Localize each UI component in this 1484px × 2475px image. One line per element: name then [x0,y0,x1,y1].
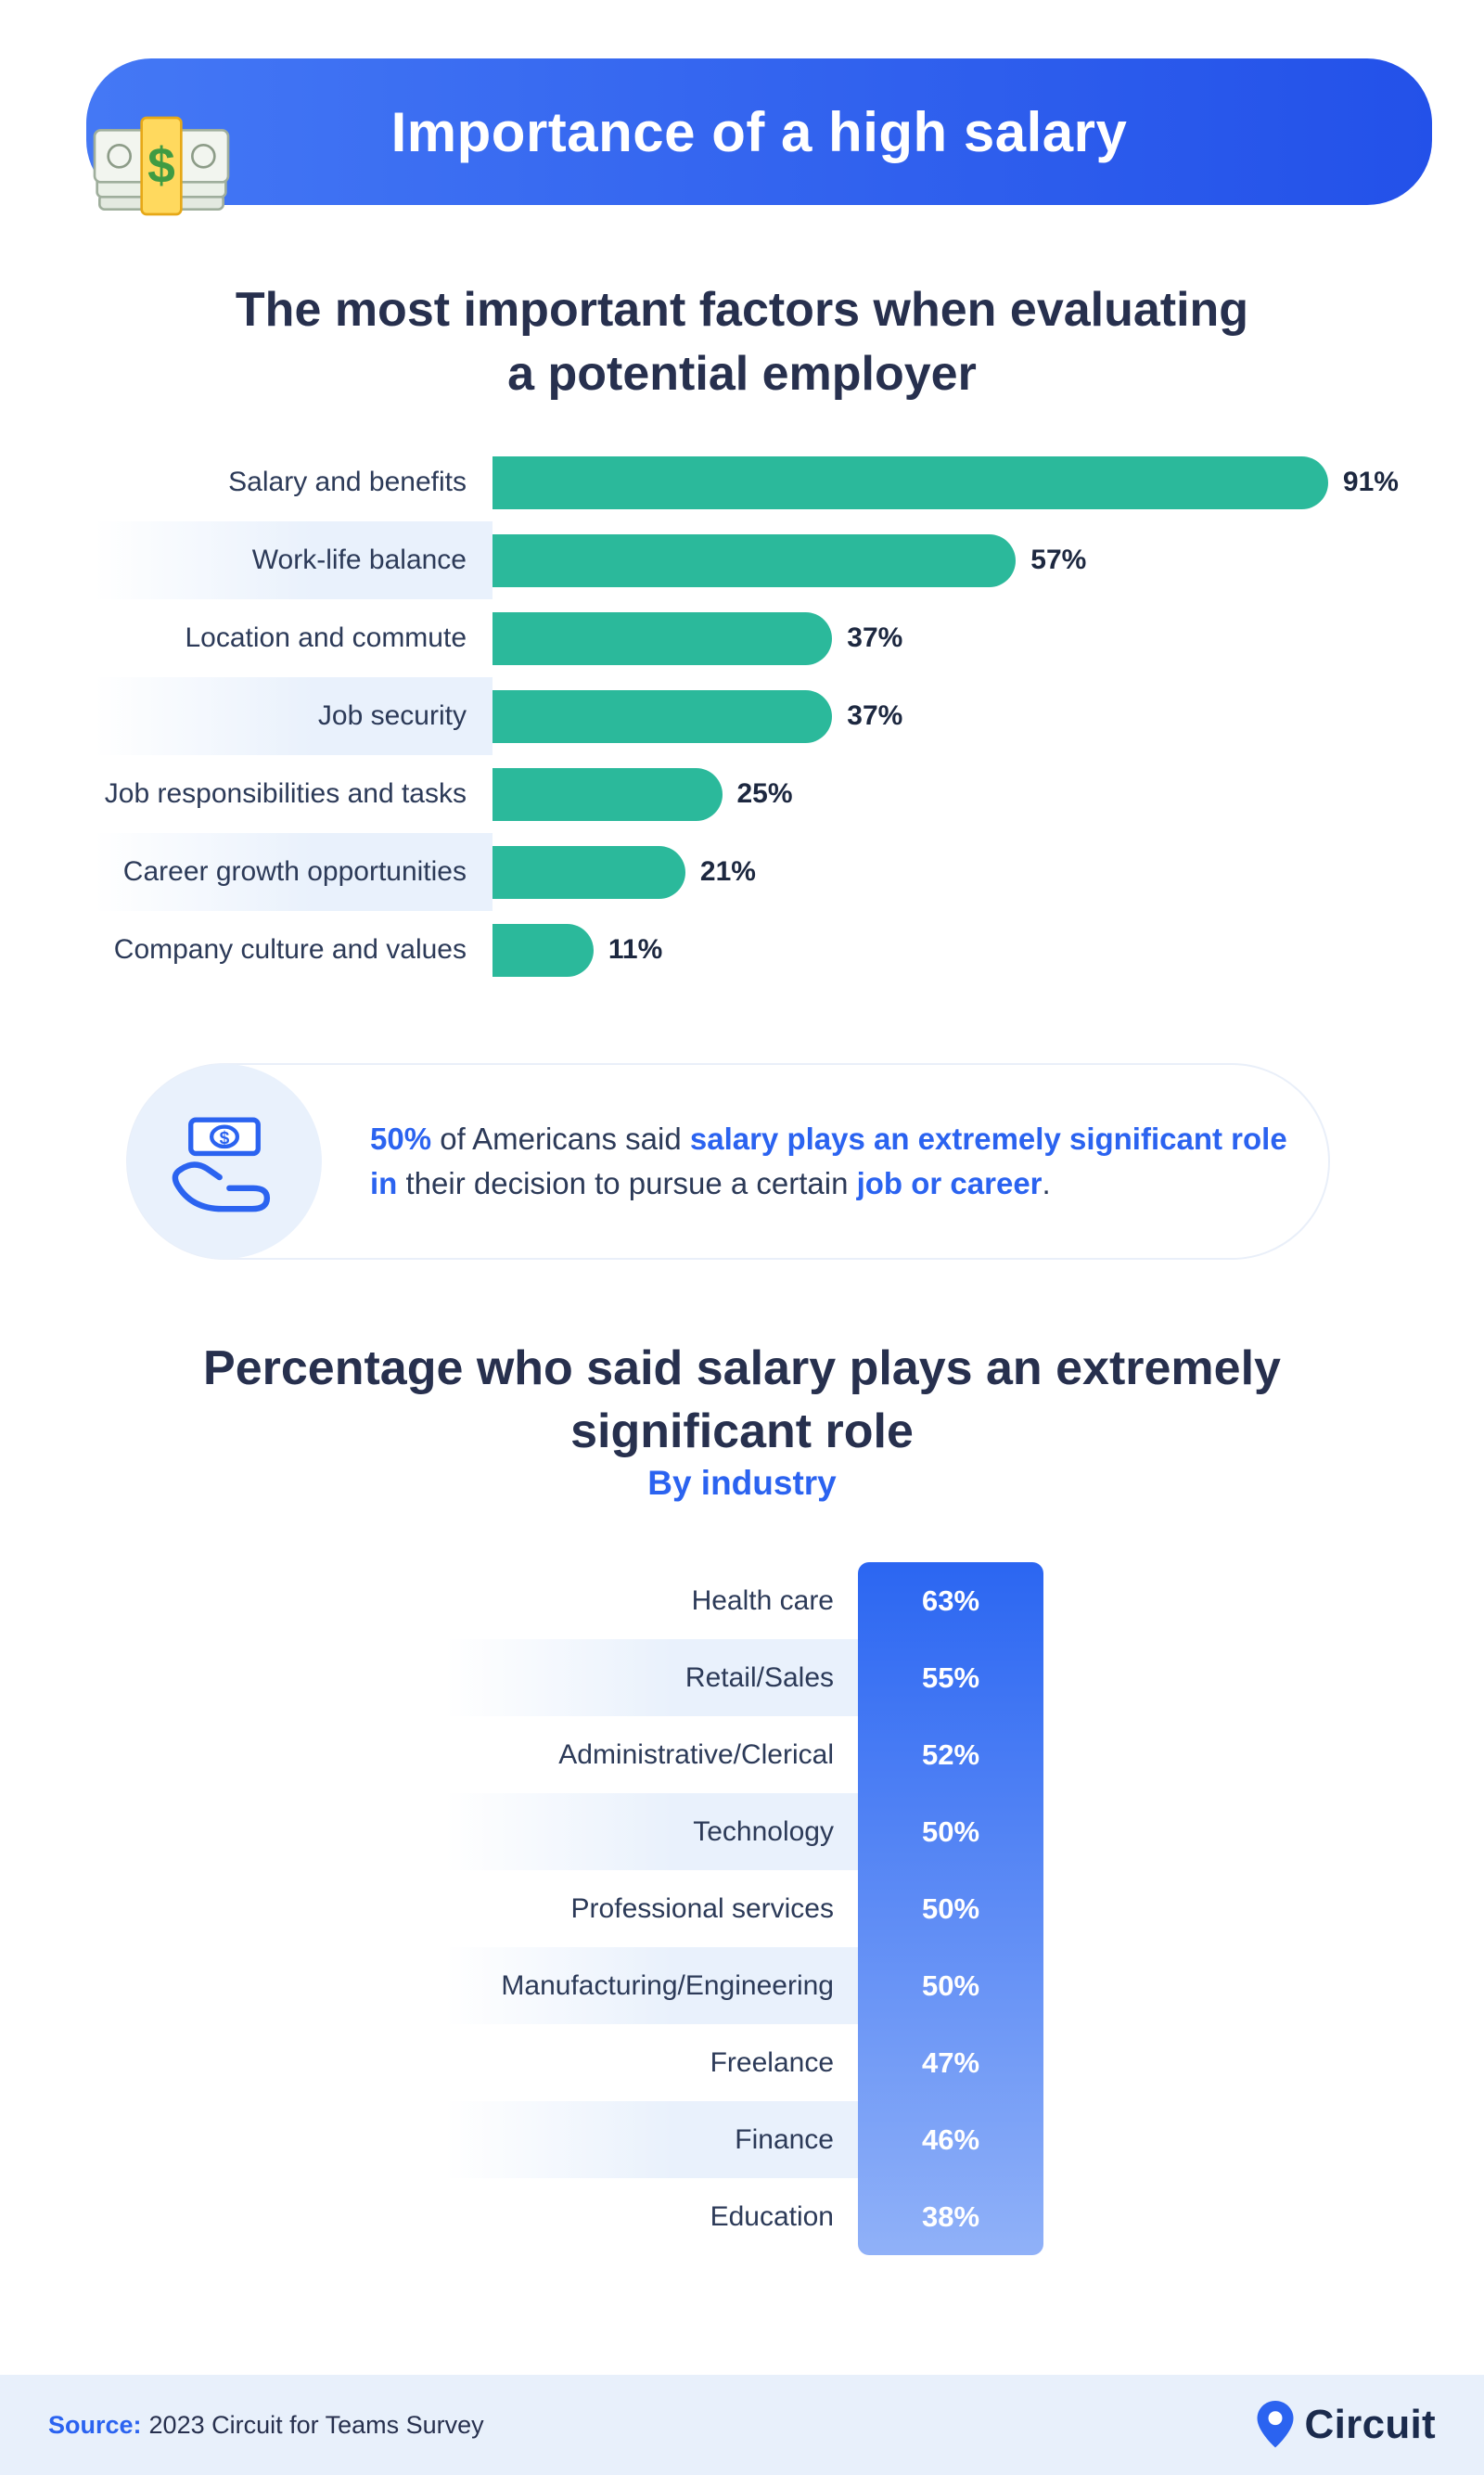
industry-label: Education [710,2200,834,2232]
factor-bar [493,845,685,899]
hand-holding-money-icon: $ [172,1117,271,1212]
factor-label: Salary and benefits [228,467,467,497]
factor-label: Career growth opportunities [95,833,493,911]
callout-segment: their decision to pursue a certain [397,1166,857,1200]
factor-value: 57% [1030,545,1087,575]
industry-value: 47% [921,2045,980,2079]
factor-row: Job responsibilities and tasks 25% [95,755,1449,833]
callout-segment: salary plays an extremely significant ro… [370,1122,1287,1200]
callout-segment: 50% [370,1122,432,1157]
industry-label: Administrative/Clerical [558,1738,834,1770]
factors-chart-title-line1: The most important factors when evaluati… [235,283,1249,337]
industry-value: 52% [921,1738,980,1771]
factor-label: Location and commute [185,622,467,653]
factor-value: 21% [699,856,756,887]
callout-icon-circle: $ [127,1064,322,1259]
industry-chart-title-line2: significant role [570,1404,914,1458]
industry-chart-subtitle: By industry [647,1464,837,1502]
footer-bar: Source: 2023 Circuit for Teams Survey Cir… [0,2375,1484,2475]
factor-row: Salary and benefits 91% [95,443,1449,521]
factor-bar [493,533,1017,587]
factor-label: Job responsibilities and tasks [104,778,467,809]
factor-row: Career growth opportunities 21% [95,833,1449,911]
factors-chart: Salary and benefits 91% Work-life balance 5… [95,443,1449,989]
factor-row: Work-life balance 57% [95,521,1449,599]
callout-segment: of Americans said [431,1122,690,1157]
factor-bar [493,455,1328,509]
factor-bar [493,767,723,821]
industry-label: Technology [445,1793,858,1870]
factor-row: Company culture and values 11% [95,911,1449,989]
factor-label: Company culture and values [113,934,467,965]
factor-label: Work-life balance [95,521,493,599]
factor-row: Job security 37% [95,677,1449,755]
factor-label: Job security [95,677,493,755]
factors-chart-title: The most important factors when evaluati… [0,278,1484,405]
svg-text:$: $ [220,1129,230,1148]
brand-name: Circuit [1304,2402,1436,2447]
industry-value: 55% [921,1661,980,1694]
industry-label: Finance [445,2101,858,2178]
brand-logo: Circuit [1257,2401,1436,2449]
factor-bar [493,923,594,977]
factor-value: 37% [847,700,903,731]
location-pin-icon [1257,2401,1294,2448]
industry-value: 63% [921,1584,980,1617]
salary-callout: $ 50% of Americans said salary plays an … [126,1063,1330,1260]
industry-value: 50% [921,1968,980,2002]
source-line: Source: 2023 Circuit for Teams Survey [48,2411,484,2440]
factor-bar [493,689,833,743]
factor-bar [493,611,833,665]
industry-value: 46% [921,2122,980,2156]
industry-value: 38% [921,2199,980,2233]
factor-value: 25% [736,778,793,809]
factor-value: 91% [1342,467,1399,497]
industry-labels-column: Health care Retail/Sales Administrative/Cl… [445,1562,858,2255]
industry-values-column: 63% 55% 52% 50% 50% 50% 47% 46% 38% [858,1562,1043,2255]
factor-row: Location and commute 37% [95,599,1449,677]
industry-chart-title: Percentage who said salary plays an extr… [0,1338,1484,1463]
page-title: Importance of a high salary [390,100,1128,163]
factor-value: 11% [608,934,663,965]
industry-label: Health care [691,1584,834,1616]
industry-value: 50% [921,1892,980,1925]
industry-label: Professional services [570,1892,834,1924]
source-label: Source: [48,2410,142,2439]
industry-value: 50% [921,1815,980,1848]
svg-text:$: $ [147,138,175,193]
callout-segment: job or career [856,1166,1043,1200]
industry-label: Retail/Sales [445,1639,858,1716]
industry-label: Manufacturing/Engineering [445,1947,858,2024]
header-banner: Importance of a high salary [86,58,1432,205]
factors-chart-title-line2: a potential employer [507,346,977,401]
industry-label: Freelance [710,2046,834,2078]
factor-value: 37% [847,622,903,653]
industry-chart-title-line1: Percentage who said salary plays an extr… [203,1341,1281,1395]
callout-segment: . [1042,1166,1051,1200]
money-stack-icon: $ [87,108,236,224]
industry-chart: Health care Retail/Sales Administrative/Cl… [445,1562,1043,2255]
source-text: 2023 Circuit for Teams Survey [148,2410,484,2439]
callout-text: 50% of Americans said salary plays an ex… [370,1117,1316,1206]
